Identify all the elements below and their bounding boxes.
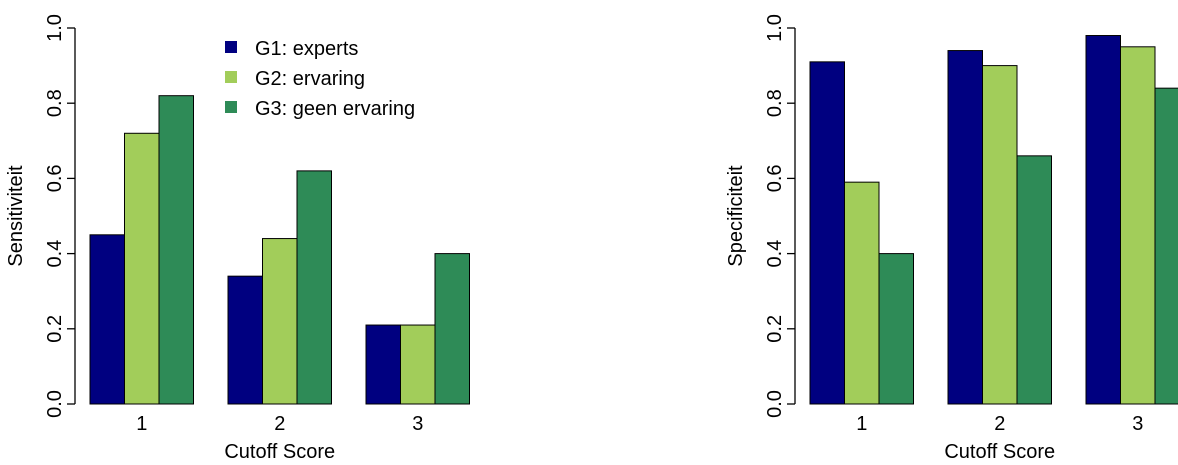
x-category-label: 1 — [856, 413, 867, 435]
bar-2-cat2-series1 — [947, 50, 983, 405]
legend-label: G2: ervaring — [255, 68, 365, 90]
bar-1-cat2-series2 — [262, 238, 298, 405]
x-axis-label: Cutoff Score — [224, 441, 335, 463]
x-category-label: 3 — [412, 413, 423, 435]
y-tick-label: 1.0 — [764, 14, 786, 42]
y-axis-label: Sensitiviteit — [5, 165, 27, 267]
bar-2-cat2-series2 — [982, 65, 1018, 405]
y-tick-label: 0.4 — [44, 240, 66, 268]
y-tick-label: 0.4 — [764, 240, 786, 268]
legend-swatch — [225, 101, 237, 113]
bar-1-cat1-series1 — [89, 234, 125, 405]
y-tick-label: 0.8 — [764, 89, 786, 117]
bar-1-cat3-series2 — [400, 324, 436, 405]
y-tick-label: 0.0 — [764, 390, 786, 418]
bar-2-cat2-series3 — [1016, 155, 1052, 405]
bar-1-cat1-series2 — [124, 132, 160, 405]
x-category-label: 3 — [1132, 413, 1143, 435]
y-tick-label: 0.2 — [44, 315, 66, 343]
x-axis-label: Cutoff Score — [944, 441, 1055, 463]
x-category-label: 2 — [274, 413, 285, 435]
x-category-label: 2 — [994, 413, 1005, 435]
legend-label: G3: geen ervaring — [255, 98, 415, 120]
bar-1-cat2-series1 — [227, 275, 263, 405]
y-tick-label: 0.2 — [764, 315, 786, 343]
bar-1-cat3-series1 — [365, 324, 401, 405]
y-tick-label: 1.0 — [44, 14, 66, 42]
bar-1-cat2-series3 — [296, 170, 332, 405]
bar-1-cat1-series3 — [158, 95, 194, 405]
bar-2-cat1-series3 — [878, 253, 914, 405]
bar-1-cat3-series3 — [434, 253, 470, 405]
bar-2-cat3-series2 — [1120, 46, 1156, 405]
y-tick-label: 0.8 — [44, 89, 66, 117]
legend-swatch — [225, 71, 237, 83]
bar-2-cat1-series2 — [844, 181, 880, 405]
bar-2-cat3-series3 — [1154, 87, 1178, 405]
bar-2-cat3-series1 — [1085, 35, 1121, 405]
y-axis-label: Specificiteit — [725, 165, 747, 267]
bar-2-cat1-series1 — [809, 61, 845, 405]
x-category-label: 1 — [136, 413, 147, 435]
y-tick-label: 0.6 — [44, 164, 66, 192]
legend-swatch — [225, 41, 237, 53]
y-tick-label: 0.6 — [764, 164, 786, 192]
y-tick-label: 0.0 — [44, 390, 66, 418]
legend-label: G1: experts — [255, 38, 358, 60]
